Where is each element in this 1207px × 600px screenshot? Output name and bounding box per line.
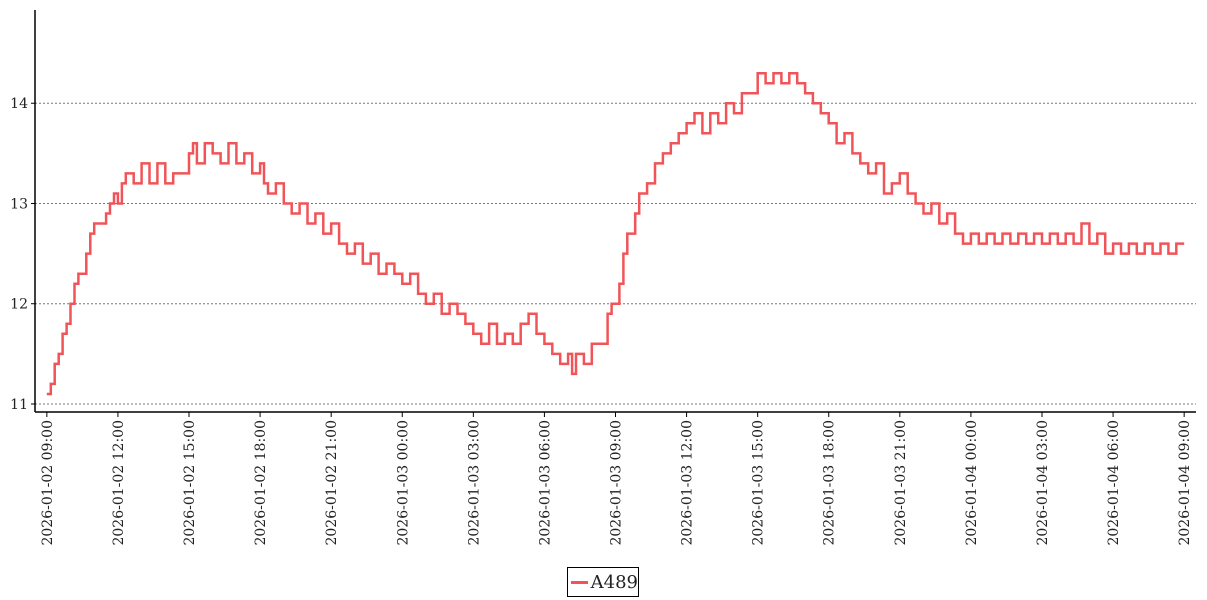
- x-tick-label: 2026-01-03 21:00: [893, 420, 909, 546]
- x-tick-label: 2026-01-04 00:00: [964, 420, 980, 546]
- series-layer: [46, 71, 1185, 396]
- series-line-a489: [46, 71, 1185, 396]
- x-tick-label: 2026-01-03 06:00: [537, 420, 553, 546]
- x-tick-label: 2026-01-04 09:00: [1177, 420, 1193, 546]
- x-tick-label: 2026-01-02 15:00: [182, 420, 198, 546]
- legend: A489: [567, 567, 639, 597]
- y-tick-label: 13: [10, 196, 28, 212]
- x-tick-label: 2026-01-02 21:00: [324, 420, 340, 546]
- x-tick-label: 2026-01-02 18:00: [253, 420, 269, 546]
- x-tick-label: 2026-01-03 03:00: [466, 420, 482, 546]
- y-tick-label: 11: [10, 397, 28, 413]
- legend-swatch-a489: [571, 580, 588, 584]
- x-tick-label: 2026-01-03 12:00: [680, 420, 696, 546]
- x-tick-label: 2026-01-02 12:00: [111, 420, 127, 546]
- x-tick-label: 2026-01-04 06:00: [1106, 420, 1122, 546]
- x-tick-label: 2026-01-03 00:00: [395, 420, 411, 546]
- y-tick-label: 14: [10, 96, 28, 112]
- x-tick-label: 2026-01-03 15:00: [751, 420, 767, 546]
- y-tick-labels: 11 12 13 14: [10, 96, 28, 413]
- x-tick-labels: 2026-01-02 09:00 2026-01-02 12:00 2026-01-…: [40, 412, 1193, 546]
- x-tick-label: 2026-01-03 09:00: [609, 420, 625, 546]
- x-tick-label: 2026-01-02 09:00: [40, 420, 56, 546]
- y-tick-label: 12: [10, 297, 28, 313]
- x-tick-label: 2026-01-03 18:00: [822, 420, 838, 546]
- legend-label-a489: A489: [590, 571, 638, 593]
- x-tick-label: 2026-01-04 03:00: [1035, 420, 1051, 546]
